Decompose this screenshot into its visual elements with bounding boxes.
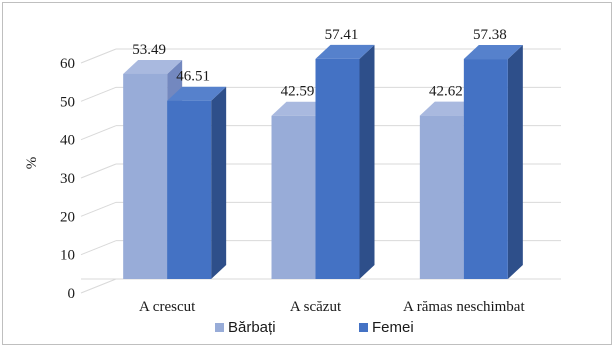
y-tick-label: 30 <box>60 171 75 187</box>
category-label: A scăzut <box>290 299 342 315</box>
legend-label: Bărbați <box>228 319 276 336</box>
legend-swatch <box>215 323 224 332</box>
legend: Bărbați Femei <box>215 319 414 336</box>
bar-side <box>359 44 375 280</box>
bar-Femei-A crescut <box>167 100 212 279</box>
bar-top <box>315 44 375 59</box>
legend-swatch <box>359 323 368 332</box>
bar-side <box>507 45 523 279</box>
y-tick-label: 10 <box>60 248 75 264</box>
y-tick-label: 20 <box>60 209 75 225</box>
data-label: 42.59 <box>281 84 315 100</box>
bars <box>123 44 523 280</box>
bar-Bărbați-A scăzut <box>271 115 316 279</box>
chart-frame: 0 10 20 30 40 50 60 % 53.49 46.51 42.59 57.41 42.6… <box>2 2 612 345</box>
data-label: 46.51 <box>176 69 210 85</box>
data-label: 42.62 <box>429 84 463 100</box>
grid-diagonal-5 <box>80 86 117 102</box>
grid-diagonal-6 <box>80 48 117 64</box>
y-axis-title: % <box>24 157 40 170</box>
bar-side <box>211 86 227 279</box>
grid-diagonal-4 <box>80 125 117 141</box>
data-label: 57.38 <box>473 27 507 43</box>
bar-chart: 0 10 20 30 40 50 60 % 53.49 46.51 42.59 57.41 42.6… <box>24 27 561 336</box>
bar-Femei-A rămas neschimbat <box>463 59 508 279</box>
data-label: 57.41 <box>325 27 359 43</box>
grid-diagonal-0 <box>80 278 117 294</box>
category-label: A rămas neschimbat <box>403 299 525 315</box>
grid-diagonal-1 <box>80 240 117 256</box>
y-tick-label: 0 <box>68 286 76 302</box>
bar-top <box>167 86 227 101</box>
bar-Femei-A scăzut <box>315 58 360 280</box>
bar-Bărbați-A rămas neschimbat <box>419 115 464 279</box>
data-label: 53.49 <box>132 42 166 58</box>
data-labels: 53.49 46.51 42.59 57.41 42.62 57.38 <box>132 27 506 100</box>
bar-top <box>123 59 183 74</box>
grid-diagonal-3 <box>80 163 117 179</box>
y-tick-label: 50 <box>60 94 75 110</box>
grid-diagonal-2 <box>80 201 117 217</box>
category-label: A crescut <box>139 299 196 315</box>
y-tick-label: 60 <box>60 56 75 72</box>
bar-Bărbați-A crescut <box>123 73 168 279</box>
y-tick-label: 40 <box>60 133 75 149</box>
x-axis-categories: A crescut A scăzut A rămas neschimbat <box>139 299 525 315</box>
bar-top <box>463 45 523 60</box>
y-axis-ticks: 0 10 20 30 40 50 60 <box>60 56 75 302</box>
legend-label: Femei <box>372 319 414 336</box>
